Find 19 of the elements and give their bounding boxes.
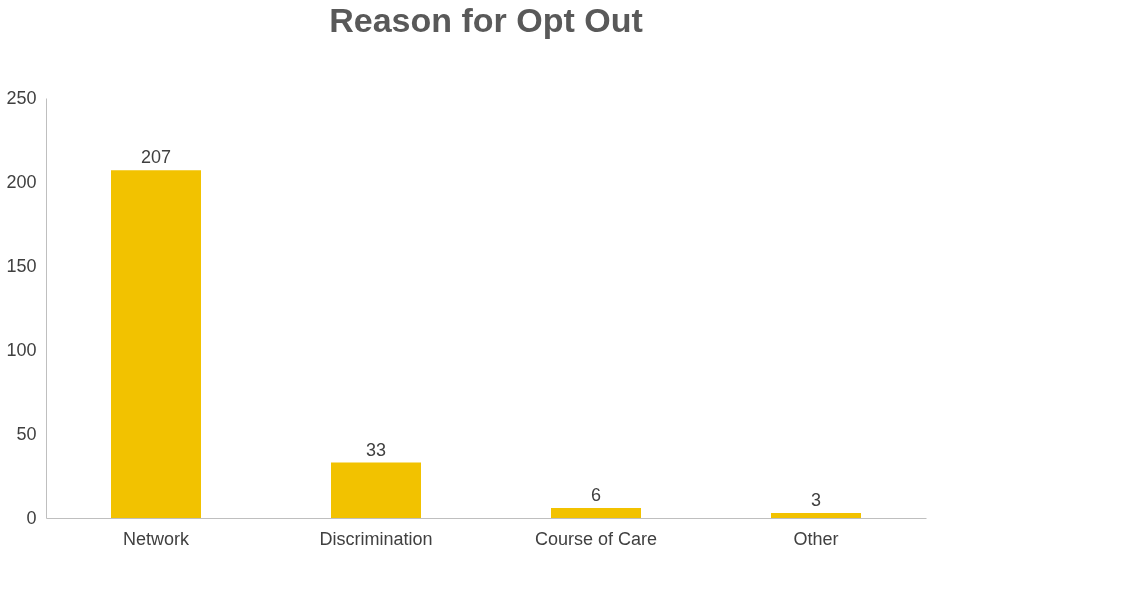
- bar: [331, 462, 421, 518]
- x-tick-label: Discrimination: [319, 528, 433, 549]
- data-label: 6: [590, 484, 602, 505]
- y-tick-label: 150: [6, 255, 37, 276]
- chart-title: Reason for Opt Out: [329, 1, 643, 39]
- x-tick-label: Course of Care: [534, 528, 658, 549]
- y-tick-label: 100: [6, 339, 37, 360]
- y-tick-label: 200: [6, 171, 37, 192]
- bar: [111, 170, 201, 518]
- data-label: 3: [810, 489, 822, 510]
- y-tick-label: 50: [16, 423, 37, 444]
- y-tick-label: 0: [26, 507, 37, 528]
- y-tick-label: 250: [6, 87, 37, 108]
- data-label: 33: [365, 439, 387, 460]
- bar: [551, 507, 641, 518]
- data-label: 207: [140, 147, 172, 168]
- x-tick-label: Network: [122, 528, 191, 549]
- bar: [771, 512, 861, 518]
- x-tick-label: Other: [793, 528, 839, 549]
